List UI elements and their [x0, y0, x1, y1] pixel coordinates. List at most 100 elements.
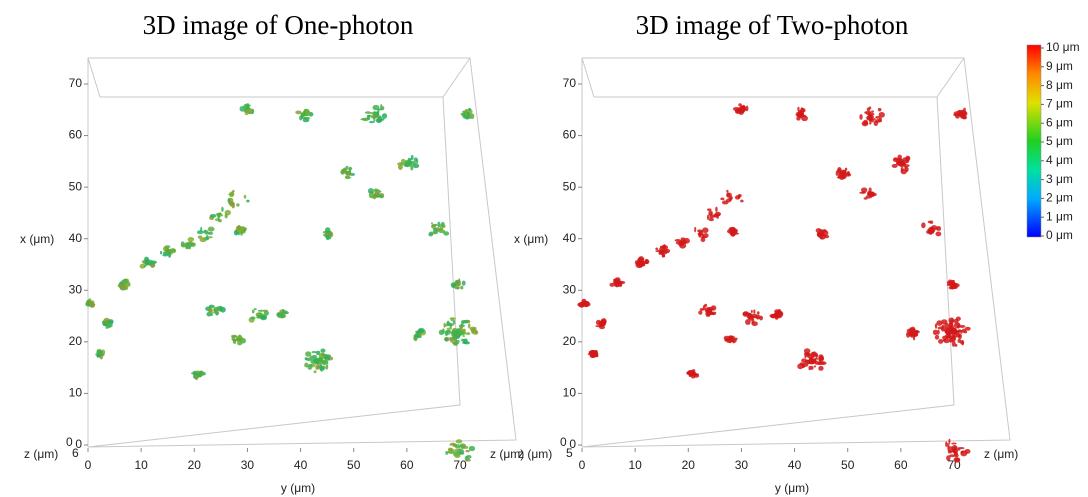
blob [450, 282, 456, 288]
blob [449, 337, 457, 344]
colorbar-label: 8 μm [1046, 78, 1073, 92]
blob [313, 358, 319, 363]
blob [930, 227, 936, 233]
x-tick-label: 20 [563, 334, 577, 348]
blob [346, 172, 351, 176]
blob [320, 348, 326, 353]
blob [468, 107, 471, 112]
blob [466, 111, 470, 116]
blob [436, 226, 440, 232]
blob [910, 334, 915, 338]
panel-title: 3D image of One-photon [143, 10, 414, 40]
z-tick-label: 0 [66, 435, 73, 449]
blob [866, 115, 872, 121]
blob [927, 220, 932, 224]
colorbar-label: 6 μm [1046, 115, 1073, 129]
blob [951, 340, 956, 347]
blob [728, 337, 732, 344]
blob [447, 450, 455, 454]
blob [313, 370, 317, 374]
blob [219, 306, 226, 313]
z-axis-label: z (μm) [984, 447, 1018, 461]
blob [204, 232, 211, 235]
blob [957, 329, 962, 333]
blob [712, 311, 717, 315]
blob [961, 113, 964, 117]
blob [777, 309, 782, 315]
blob [122, 283, 125, 287]
blob [947, 450, 953, 454]
blob [257, 315, 261, 319]
z-axis-label: z (μm) [24, 447, 58, 461]
blob [465, 458, 471, 462]
blob [943, 338, 951, 344]
y-tick-label: 40 [294, 458, 308, 472]
blob [207, 308, 213, 313]
blob [180, 243, 187, 248]
blob [232, 189, 235, 193]
blob [873, 120, 879, 127]
blob [447, 329, 451, 332]
blob [368, 120, 375, 124]
blob [460, 285, 464, 290]
blob [936, 226, 942, 232]
blob [706, 208, 712, 211]
blob [305, 109, 311, 116]
blob [871, 110, 874, 113]
z-axis-label: z (μm) [490, 447, 524, 461]
blob [753, 309, 756, 314]
blob [348, 166, 352, 173]
blob [87, 299, 90, 306]
blob [664, 248, 671, 254]
blob [599, 319, 606, 325]
blob [951, 286, 958, 290]
y-tick-label: 0 [85, 458, 92, 472]
blob [705, 314, 711, 317]
blob [316, 364, 320, 370]
blob [804, 359, 811, 365]
blob [454, 444, 462, 449]
blob [837, 166, 842, 173]
blob [192, 370, 197, 376]
blob [253, 308, 257, 311]
blob [842, 169, 847, 175]
blob [364, 111, 371, 114]
blob [721, 200, 729, 205]
blob [463, 341, 470, 345]
colorbar-label: 3 μm [1046, 172, 1073, 186]
blob [745, 319, 751, 325]
blob [738, 103, 742, 107]
blob [877, 107, 882, 112]
y-tick-label: 30 [241, 458, 255, 472]
blob [377, 108, 385, 111]
blob [601, 323, 605, 326]
colorbar-label: 1 μm [1046, 209, 1073, 223]
blob [187, 237, 195, 242]
blob [459, 443, 467, 449]
blob [937, 329, 940, 335]
blob [96, 350, 104, 354]
blob [445, 450, 449, 455]
blob [218, 214, 224, 217]
x-axis-label: x (μm) [514, 232, 548, 246]
blob [366, 114, 371, 121]
blob [196, 230, 204, 235]
blob [410, 165, 414, 171]
blob [462, 328, 466, 333]
blob [805, 352, 811, 358]
blob [821, 230, 829, 236]
blob [660, 245, 666, 251]
blob [453, 335, 459, 339]
x-tick-label: 30 [563, 282, 577, 296]
blob [106, 321, 110, 326]
blob [457, 332, 465, 336]
blob [144, 259, 150, 265]
blob [324, 227, 331, 234]
blob [375, 118, 383, 123]
blob [938, 338, 944, 344]
blob [397, 162, 404, 166]
blob [381, 113, 388, 119]
blob [419, 334, 423, 337]
blob [468, 445, 476, 452]
blob [878, 119, 883, 123]
